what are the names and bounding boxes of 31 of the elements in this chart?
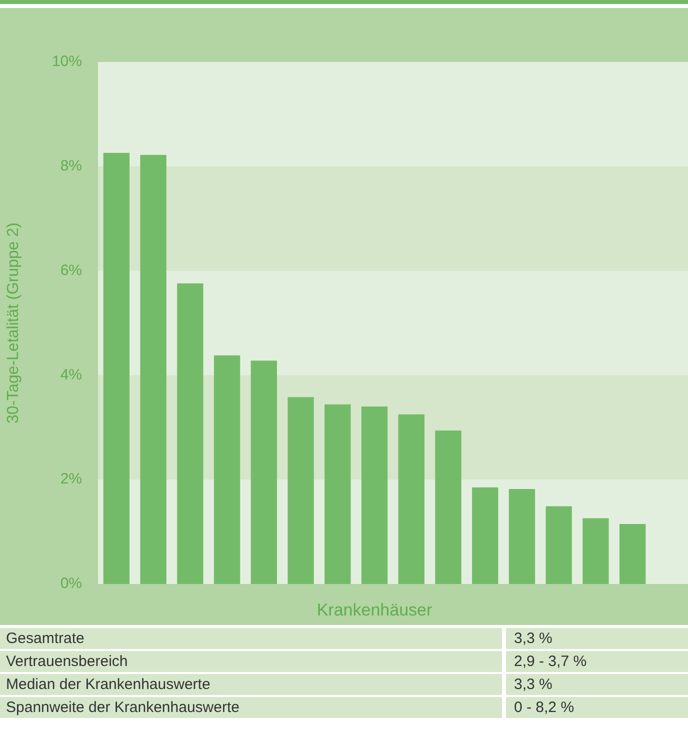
y-tick-label: 4%: [60, 366, 82, 384]
text: 0 - 8,2 %: [506, 697, 688, 718]
bar: [472, 487, 498, 584]
bar: [546, 506, 572, 584]
bar: [361, 406, 388, 584]
x-axis-title: Krankenhäuser: [316, 600, 432, 620]
bar: [582, 518, 609, 584]
text: Vertrauensbereich: [0, 651, 502, 672]
bar: [619, 524, 646, 584]
bar: [140, 154, 166, 584]
text: Median der Krankenhauswerte: [0, 674, 502, 695]
y-tick-label: 6%: [60, 262, 82, 279]
text: 3,3 %: [506, 674, 688, 695]
text: 3,3 %: [506, 628, 688, 649]
y-tick-label: 10%: [52, 53, 82, 70]
y-tick-label: 0%: [60, 575, 82, 592]
y-axis-title: 30-Tage-Letalität (Gruppe 2): [5, 222, 22, 424]
bar: [214, 355, 240, 584]
bar: [177, 283, 204, 584]
bar: [508, 488, 536, 584]
y-tick-label: 2%: [60, 470, 82, 488]
bar: [250, 360, 277, 584]
bar: [103, 152, 130, 584]
text: Spannweite der Krankenhauswerte: [0, 697, 502, 718]
bar: [288, 397, 314, 584]
bar: [398, 414, 424, 584]
text: 2,9 - 3,7 %: [506, 651, 688, 672]
text: Gesamtrate: [0, 628, 502, 649]
y-tick-label: 8%: [60, 158, 82, 175]
bar: [435, 430, 462, 584]
bar: [324, 404, 351, 584]
